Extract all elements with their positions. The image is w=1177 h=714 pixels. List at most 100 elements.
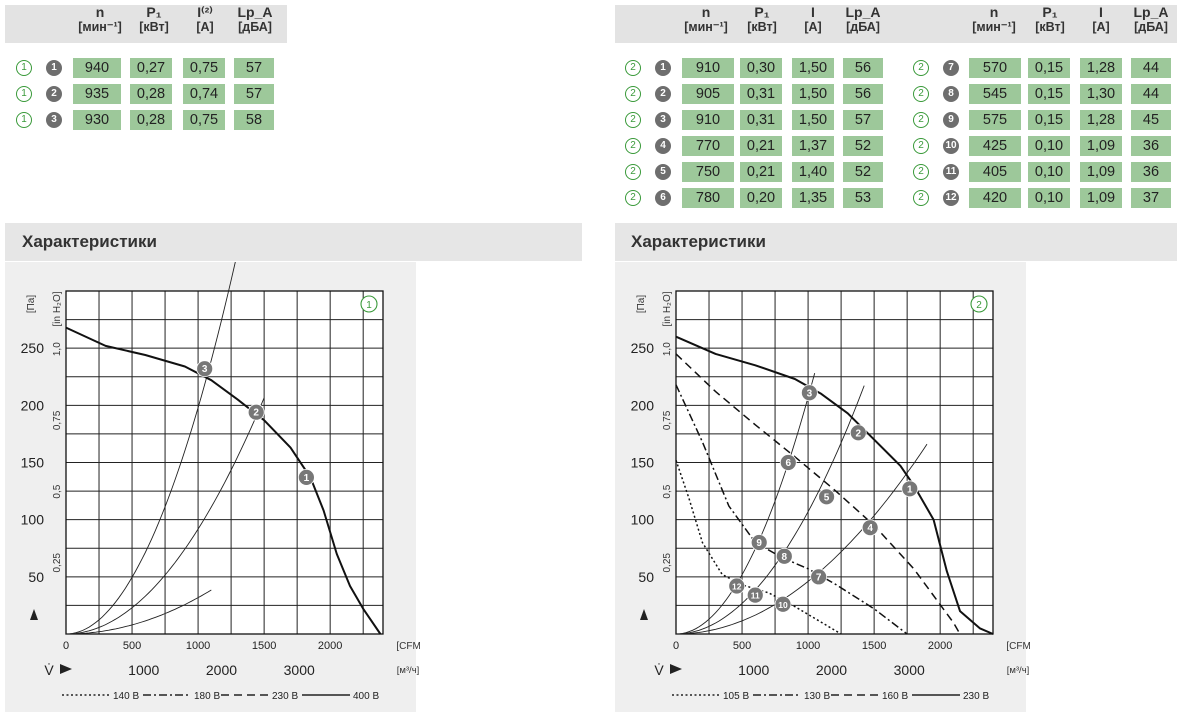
table-cell-n: 545 — [969, 84, 1021, 104]
curve-circle-icon: 2 — [625, 190, 641, 206]
col-i-2: I [А] — [1092, 4, 1110, 35]
y-tick-label: 250 — [631, 340, 655, 356]
table-cell-i: 0,74 — [183, 84, 225, 104]
table-cell-p1: 0,31 — [740, 84, 782, 104]
op-point-label: 3 — [807, 388, 813, 399]
section-title-right: Характеристики — [631, 232, 766, 251]
op-point-badge-icon — [861, 519, 879, 537]
curve-circle-icon: 2 — [913, 190, 929, 206]
op-point-label: 8 — [782, 552, 788, 563]
curve-circle-icon: 2 — [913, 164, 929, 180]
x2-tick-label: 1000 — [738, 662, 769, 678]
y2-tick-label: 0,5 — [52, 484, 63, 498]
table-cell-p1: 0,10 — [1028, 188, 1070, 208]
table-cell-n: 935 — [73, 84, 121, 104]
x-tick-label: 1000 — [796, 640, 820, 652]
y-tick-label: 150 — [631, 455, 655, 471]
y2-tick-label: 0,75 — [52, 410, 63, 430]
table-cell-n: 930 — [73, 110, 121, 130]
table-cell-n: 420 — [969, 188, 1021, 208]
col-p1: P₁ [кВт] — [747, 4, 777, 35]
table-cell-lp: 44 — [1131, 84, 1171, 104]
y-tick-label: 50 — [28, 569, 44, 585]
table-cell-lp: 57 — [234, 84, 274, 104]
table-cell-lp: 52 — [843, 136, 883, 156]
curve-circle-icon: 2 — [913, 112, 929, 128]
op-point-badge-icon — [746, 586, 764, 604]
op-point-label: 5 — [824, 492, 830, 503]
op-point-badge-icon — [247, 403, 265, 421]
point-badge-icon: 12 — [943, 190, 959, 206]
table-cell-lp: 52 — [843, 162, 883, 182]
table-cell-p1: 0,15 — [1028, 84, 1070, 104]
y2-tick-label: 1,0 — [52, 342, 63, 356]
curve-circle-icon: 1 — [16, 60, 32, 76]
system-resistance-curve — [676, 443, 928, 635]
table-cell-i: 0,75 — [183, 110, 225, 130]
point-badge-icon: 11 — [943, 164, 959, 180]
table-cell-i: 1,09 — [1080, 188, 1122, 208]
table-cell-i: 1,30 — [1080, 84, 1122, 104]
table-cell-i: 1,09 — [1080, 136, 1122, 156]
curve-circle-icon: 1 — [16, 86, 32, 102]
point-badge-icon: 5 — [655, 164, 671, 180]
x2-tick-label: 2000 — [816, 662, 847, 678]
legend-label: 105 В — [723, 691, 749, 702]
point-badge-icon: 2 — [655, 86, 671, 102]
table-cell-p1: 0,28 — [130, 110, 172, 130]
table-cell-p1: 0,28 — [130, 84, 172, 104]
op-point-label: 6 — [785, 458, 791, 469]
table-cell-n: 425 — [969, 136, 1021, 156]
chart-badge-label: 2 — [976, 300, 982, 311]
y-axis-arrow-icon — [30, 609, 38, 620]
op-point-badge-icon — [774, 595, 792, 613]
col-lpa: Lp_A [дБА] — [845, 4, 881, 35]
table-cell-p1: 0,10 — [1028, 162, 1070, 182]
system-resistance-curve — [675, 385, 865, 635]
curve-circle-icon: 2 — [913, 138, 929, 154]
table-cell-p1: 0,15 — [1028, 58, 1070, 78]
table-cell-n: 780 — [682, 188, 734, 208]
y-unit-label: [Па] — [26, 295, 37, 314]
y2-tick-label: 0,25 — [662, 553, 673, 573]
op-point-label: 4 — [867, 523, 873, 534]
col-n: n [мин⁻¹] — [78, 4, 122, 35]
col-n-2: n [мин⁻¹] — [972, 4, 1016, 35]
op-point-badge-icon — [818, 488, 835, 506]
x-tick-label: 1500 — [252, 640, 276, 652]
op-point-label: 3 — [202, 364, 208, 375]
legend-label: 130 В — [804, 691, 830, 702]
table-cell-n: 405 — [969, 162, 1021, 182]
y-tick-label: 50 — [638, 569, 654, 585]
system-resistance-curve — [675, 372, 816, 635]
y2-unit-label: [in H₂O] — [662, 291, 673, 326]
col-p1: P₁ [кВт] — [139, 4, 169, 35]
table-cell-n: 910 — [682, 110, 734, 130]
curve-circle-icon: 2 — [625, 112, 641, 128]
op-point-label: 2 — [855, 428, 861, 439]
y-axis-arrow-icon — [640, 609, 648, 620]
op-point-badge-icon — [901, 480, 919, 498]
y-tick-label: 100 — [631, 512, 655, 528]
system-resistance-curve — [65, 397, 265, 635]
y-axis-title: Δ pfa — [0, 262, 16, 265]
point-badge-icon: 3 — [655, 112, 671, 128]
system-resistance-curve — [66, 589, 212, 635]
point-badge-icon: 9 — [943, 112, 959, 128]
curve-circle-icon: 2 — [913, 60, 929, 76]
x-tick-label: 2000 — [928, 640, 952, 652]
legend-label: 140 В — [113, 691, 139, 702]
curve-circle-icon: 2 — [625, 86, 641, 102]
chart-badge-icon — [360, 295, 378, 313]
op-point-badge-icon — [297, 468, 315, 486]
table-cell-p1: 0,30 — [740, 58, 782, 78]
x-unit-label: [CFM] — [396, 641, 420, 652]
table-cell-lp: 56 — [843, 84, 883, 104]
x2-tick-label: 3000 — [284, 662, 315, 678]
table-cell-n: 570 — [969, 58, 1021, 78]
table-cell-lp: 57 — [843, 110, 883, 130]
table-cell-lp: 57 — [234, 58, 274, 78]
op-point-label: 1 — [304, 473, 310, 484]
legend-label: 160 В — [882, 691, 908, 702]
